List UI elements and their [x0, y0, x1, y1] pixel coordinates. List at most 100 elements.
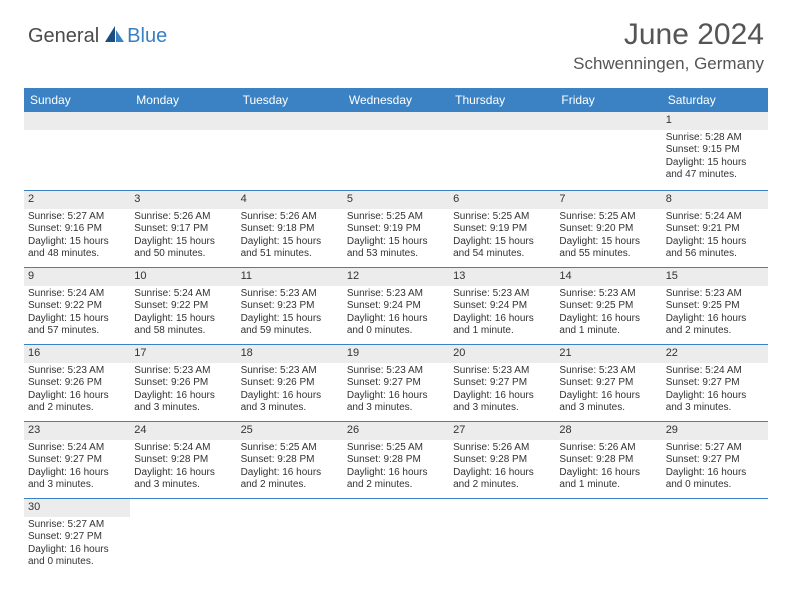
sunrise-text: Sunrise: 5:25 AM — [453, 211, 551, 224]
day-body — [555, 517, 661, 577]
empty-cell — [343, 499, 449, 577]
sunset-text: Sunset: 9:24 PM — [453, 300, 551, 313]
day-body: Sunrise: 5:27 AMSunset: 9:16 PMDaylight:… — [24, 209, 130, 265]
sunrise-text: Sunrise: 5:27 AM — [28, 211, 126, 224]
day-body — [130, 130, 236, 190]
day-number: 15 — [662, 268, 768, 286]
day-body: Sunrise: 5:27 AMSunset: 9:27 PMDaylight:… — [662, 440, 768, 496]
calendar: SundayMondayTuesdayWednesdayThursdayFrid… — [24, 88, 768, 577]
day-cell: 7Sunrise: 5:25 AMSunset: 9:20 PMDaylight… — [555, 191, 661, 267]
day-cell: 22Sunrise: 5:24 AMSunset: 9:27 PMDayligh… — [662, 345, 768, 421]
day-body: Sunrise: 5:24 AMSunset: 9:27 PMDaylight:… — [24, 440, 130, 496]
day-number: 25 — [237, 422, 343, 440]
daylight-text-2: and 3 minutes. — [28, 479, 126, 492]
sunrise-text: Sunrise: 5:24 AM — [28, 288, 126, 301]
day-cell: 14Sunrise: 5:23 AMSunset: 9:25 PMDayligh… — [555, 268, 661, 344]
header: General Blue June 2024 Schwenningen, Ger… — [0, 0, 792, 82]
daylight-text-2: and 2 minutes. — [241, 479, 339, 492]
day-cell: 13Sunrise: 5:23 AMSunset: 9:24 PMDayligh… — [449, 268, 555, 344]
daylight-text-1: Daylight: 15 hours — [666, 157, 764, 170]
day-body — [24, 130, 130, 190]
sunset-text: Sunset: 9:25 PM — [559, 300, 657, 313]
daylight-text-1: Daylight: 16 hours — [347, 390, 445, 403]
day-body: Sunrise: 5:26 AMSunset: 9:28 PMDaylight:… — [449, 440, 555, 496]
day-number: 10 — [130, 268, 236, 286]
day-cell: 2Sunrise: 5:27 AMSunset: 9:16 PMDaylight… — [24, 191, 130, 267]
logo-text-general: General — [28, 25, 99, 48]
sunrise-text: Sunrise: 5:23 AM — [559, 365, 657, 378]
day-body: Sunrise: 5:23 AMSunset: 9:27 PMDaylight:… — [449, 363, 555, 419]
sunset-text: Sunset: 9:28 PM — [347, 454, 445, 467]
day-body — [449, 517, 555, 577]
day-body — [449, 130, 555, 190]
daylight-text-2: and 58 minutes. — [134, 325, 232, 338]
day-number: 28 — [555, 422, 661, 440]
location: Schwenningen, Germany — [573, 54, 764, 74]
daylight-text-2: and 1 minute. — [453, 325, 551, 338]
day-body: Sunrise: 5:25 AMSunset: 9:19 PMDaylight:… — [343, 209, 449, 265]
daylight-text-2: and 59 minutes. — [241, 325, 339, 338]
day-number — [662, 499, 768, 517]
day-number: 9 — [24, 268, 130, 286]
day-body — [555, 130, 661, 190]
daylight-text-2: and 0 minutes. — [347, 325, 445, 338]
day-number: 7 — [555, 191, 661, 209]
daylight-text-2: and 3 minutes. — [134, 479, 232, 492]
sunset-text: Sunset: 9:17 PM — [134, 223, 232, 236]
sunset-text: Sunset: 9:19 PM — [347, 223, 445, 236]
daylight-text-2: and 3 minutes. — [559, 402, 657, 415]
week-row: 23Sunrise: 5:24 AMSunset: 9:27 PMDayligh… — [24, 422, 768, 499]
day-body: Sunrise: 5:23 AMSunset: 9:26 PMDaylight:… — [130, 363, 236, 419]
daylight-text-1: Daylight: 16 hours — [241, 390, 339, 403]
day-number: 17 — [130, 345, 236, 363]
day-number: 18 — [237, 345, 343, 363]
sunrise-text: Sunrise: 5:24 AM — [134, 442, 232, 455]
day-cell: 18Sunrise: 5:23 AMSunset: 9:26 PMDayligh… — [237, 345, 343, 421]
sunrise-text: Sunrise: 5:23 AM — [28, 365, 126, 378]
sunset-text: Sunset: 9:19 PM — [453, 223, 551, 236]
day-body: Sunrise: 5:28 AMSunset: 9:15 PMDaylight:… — [662, 130, 768, 186]
daylight-text-1: Daylight: 15 hours — [28, 313, 126, 326]
day-header-cell: Monday — [130, 88, 236, 112]
day-cell: 8Sunrise: 5:24 AMSunset: 9:21 PMDaylight… — [662, 191, 768, 267]
day-body: Sunrise: 5:25 AMSunset: 9:19 PMDaylight:… — [449, 209, 555, 265]
daylight-text-1: Daylight: 15 hours — [241, 236, 339, 249]
day-number: 8 — [662, 191, 768, 209]
sunrise-text: Sunrise: 5:27 AM — [28, 519, 126, 532]
day-body: Sunrise: 5:23 AMSunset: 9:24 PMDaylight:… — [449, 286, 555, 342]
sunrise-text: Sunrise: 5:24 AM — [134, 288, 232, 301]
day-number: 13 — [449, 268, 555, 286]
day-body — [237, 130, 343, 190]
daylight-text-2: and 2 minutes. — [453, 479, 551, 492]
daylight-text-2: and 2 minutes. — [28, 402, 126, 415]
sunrise-text: Sunrise: 5:25 AM — [347, 211, 445, 224]
day-number: 26 — [343, 422, 449, 440]
sunset-text: Sunset: 9:28 PM — [241, 454, 339, 467]
day-body: Sunrise: 5:24 AMSunset: 9:27 PMDaylight:… — [662, 363, 768, 419]
day-body — [343, 517, 449, 577]
day-body: Sunrise: 5:23 AMSunset: 9:24 PMDaylight:… — [343, 286, 449, 342]
day-cell: 25Sunrise: 5:25 AMSunset: 9:28 PMDayligh… — [237, 422, 343, 498]
daylight-text-1: Daylight: 16 hours — [666, 390, 764, 403]
daylight-text-1: Daylight: 16 hours — [559, 390, 657, 403]
daylight-text-2: and 57 minutes. — [28, 325, 126, 338]
day-cell: 26Sunrise: 5:25 AMSunset: 9:28 PMDayligh… — [343, 422, 449, 498]
sunrise-text: Sunrise: 5:26 AM — [241, 211, 339, 224]
day-body — [343, 130, 449, 190]
sunset-text: Sunset: 9:16 PM — [28, 223, 126, 236]
day-body: Sunrise: 5:25 AMSunset: 9:20 PMDaylight:… — [555, 209, 661, 265]
sunrise-text: Sunrise: 5:23 AM — [453, 288, 551, 301]
daylight-text-2: and 47 minutes. — [666, 169, 764, 182]
sunrise-text: Sunrise: 5:23 AM — [347, 365, 445, 378]
daylight-text-2: and 2 minutes. — [347, 479, 445, 492]
daylight-text-2: and 0 minutes. — [666, 479, 764, 492]
daylight-text-2: and 55 minutes. — [559, 248, 657, 261]
daylight-text-2: and 1 minute. — [559, 325, 657, 338]
sunset-text: Sunset: 9:15 PM — [666, 144, 764, 157]
day-body: Sunrise: 5:23 AMSunset: 9:26 PMDaylight:… — [24, 363, 130, 419]
sunset-text: Sunset: 9:26 PM — [28, 377, 126, 390]
daylight-text-1: Daylight: 16 hours — [666, 313, 764, 326]
sunset-text: Sunset: 9:27 PM — [559, 377, 657, 390]
sunrise-text: Sunrise: 5:25 AM — [347, 442, 445, 455]
daylight-text-1: Daylight: 16 hours — [453, 467, 551, 480]
